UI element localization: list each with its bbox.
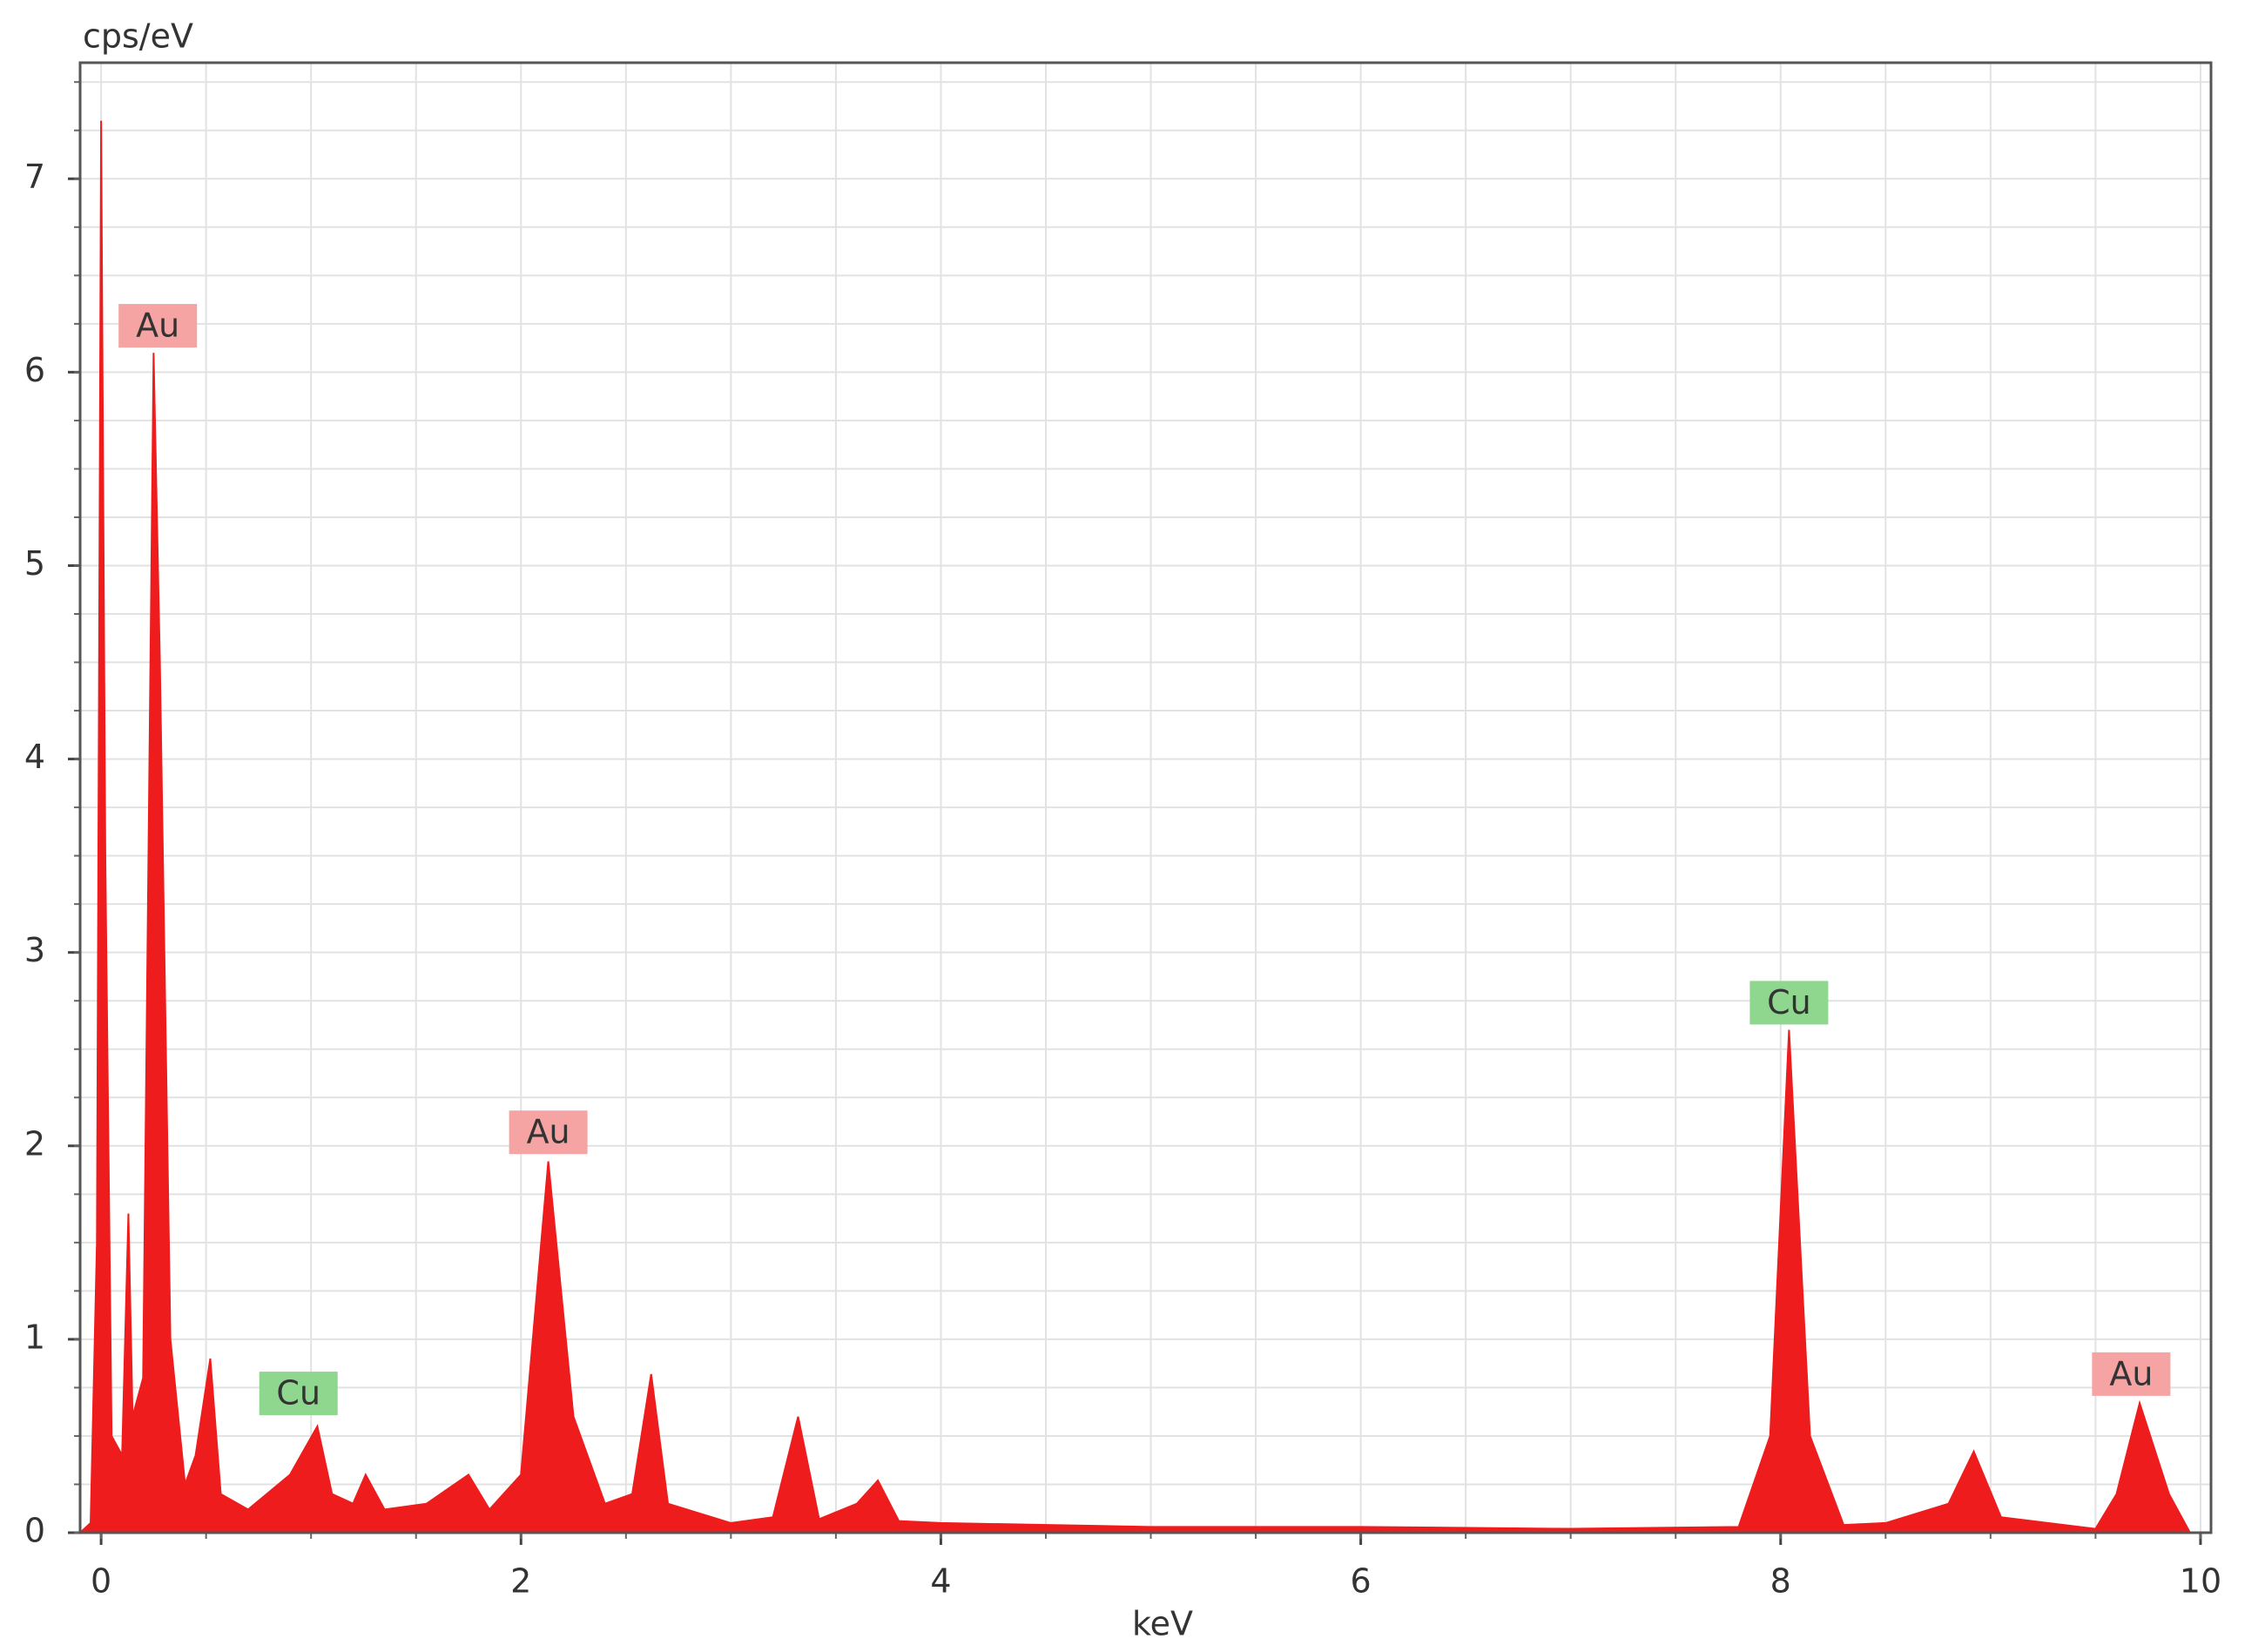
- y-tick-label: 3: [24, 931, 45, 969]
- peak-label-box: [2092, 1352, 2171, 1396]
- x-tick-label: 4: [930, 1562, 951, 1601]
- x-tick-label: 8: [1770, 1562, 1791, 1601]
- peak-label-box: [1749, 981, 1829, 1025]
- x-axis-label: keV: [1132, 1605, 1193, 1643]
- peak-label: Au: [527, 1113, 570, 1151]
- y-tick-label: 0: [24, 1512, 45, 1550]
- peak-label-box: [509, 1110, 588, 1155]
- spectrum-area: [78, 120, 2192, 1534]
- y-tick-label: 2: [24, 1124, 45, 1163]
- x-tick-label: 6: [1351, 1562, 1372, 1601]
- plot-frame: [78, 61, 2213, 1534]
- peak-label: Cu: [276, 1374, 320, 1413]
- x-tick-label: 0: [91, 1562, 111, 1601]
- y-tick-label: 7: [24, 158, 45, 196]
- y-tick-label: 1: [24, 1318, 45, 1356]
- x-tick-label: 10: [2180, 1562, 2221, 1601]
- y-tick-label: 4: [24, 738, 45, 776]
- peak-label: Au: [136, 307, 179, 345]
- y-tick-label: 6: [24, 351, 45, 389]
- x-tick-label: 2: [510, 1562, 531, 1601]
- peak-label: Au: [2109, 1354, 2153, 1392]
- y-tick-label: 5: [24, 544, 45, 583]
- peak-label-box: [259, 1372, 338, 1416]
- peak-label: Cu: [1767, 983, 1811, 1022]
- y-axis-label: cps/eV: [83, 17, 193, 56]
- peak-label-box: [118, 304, 198, 348]
